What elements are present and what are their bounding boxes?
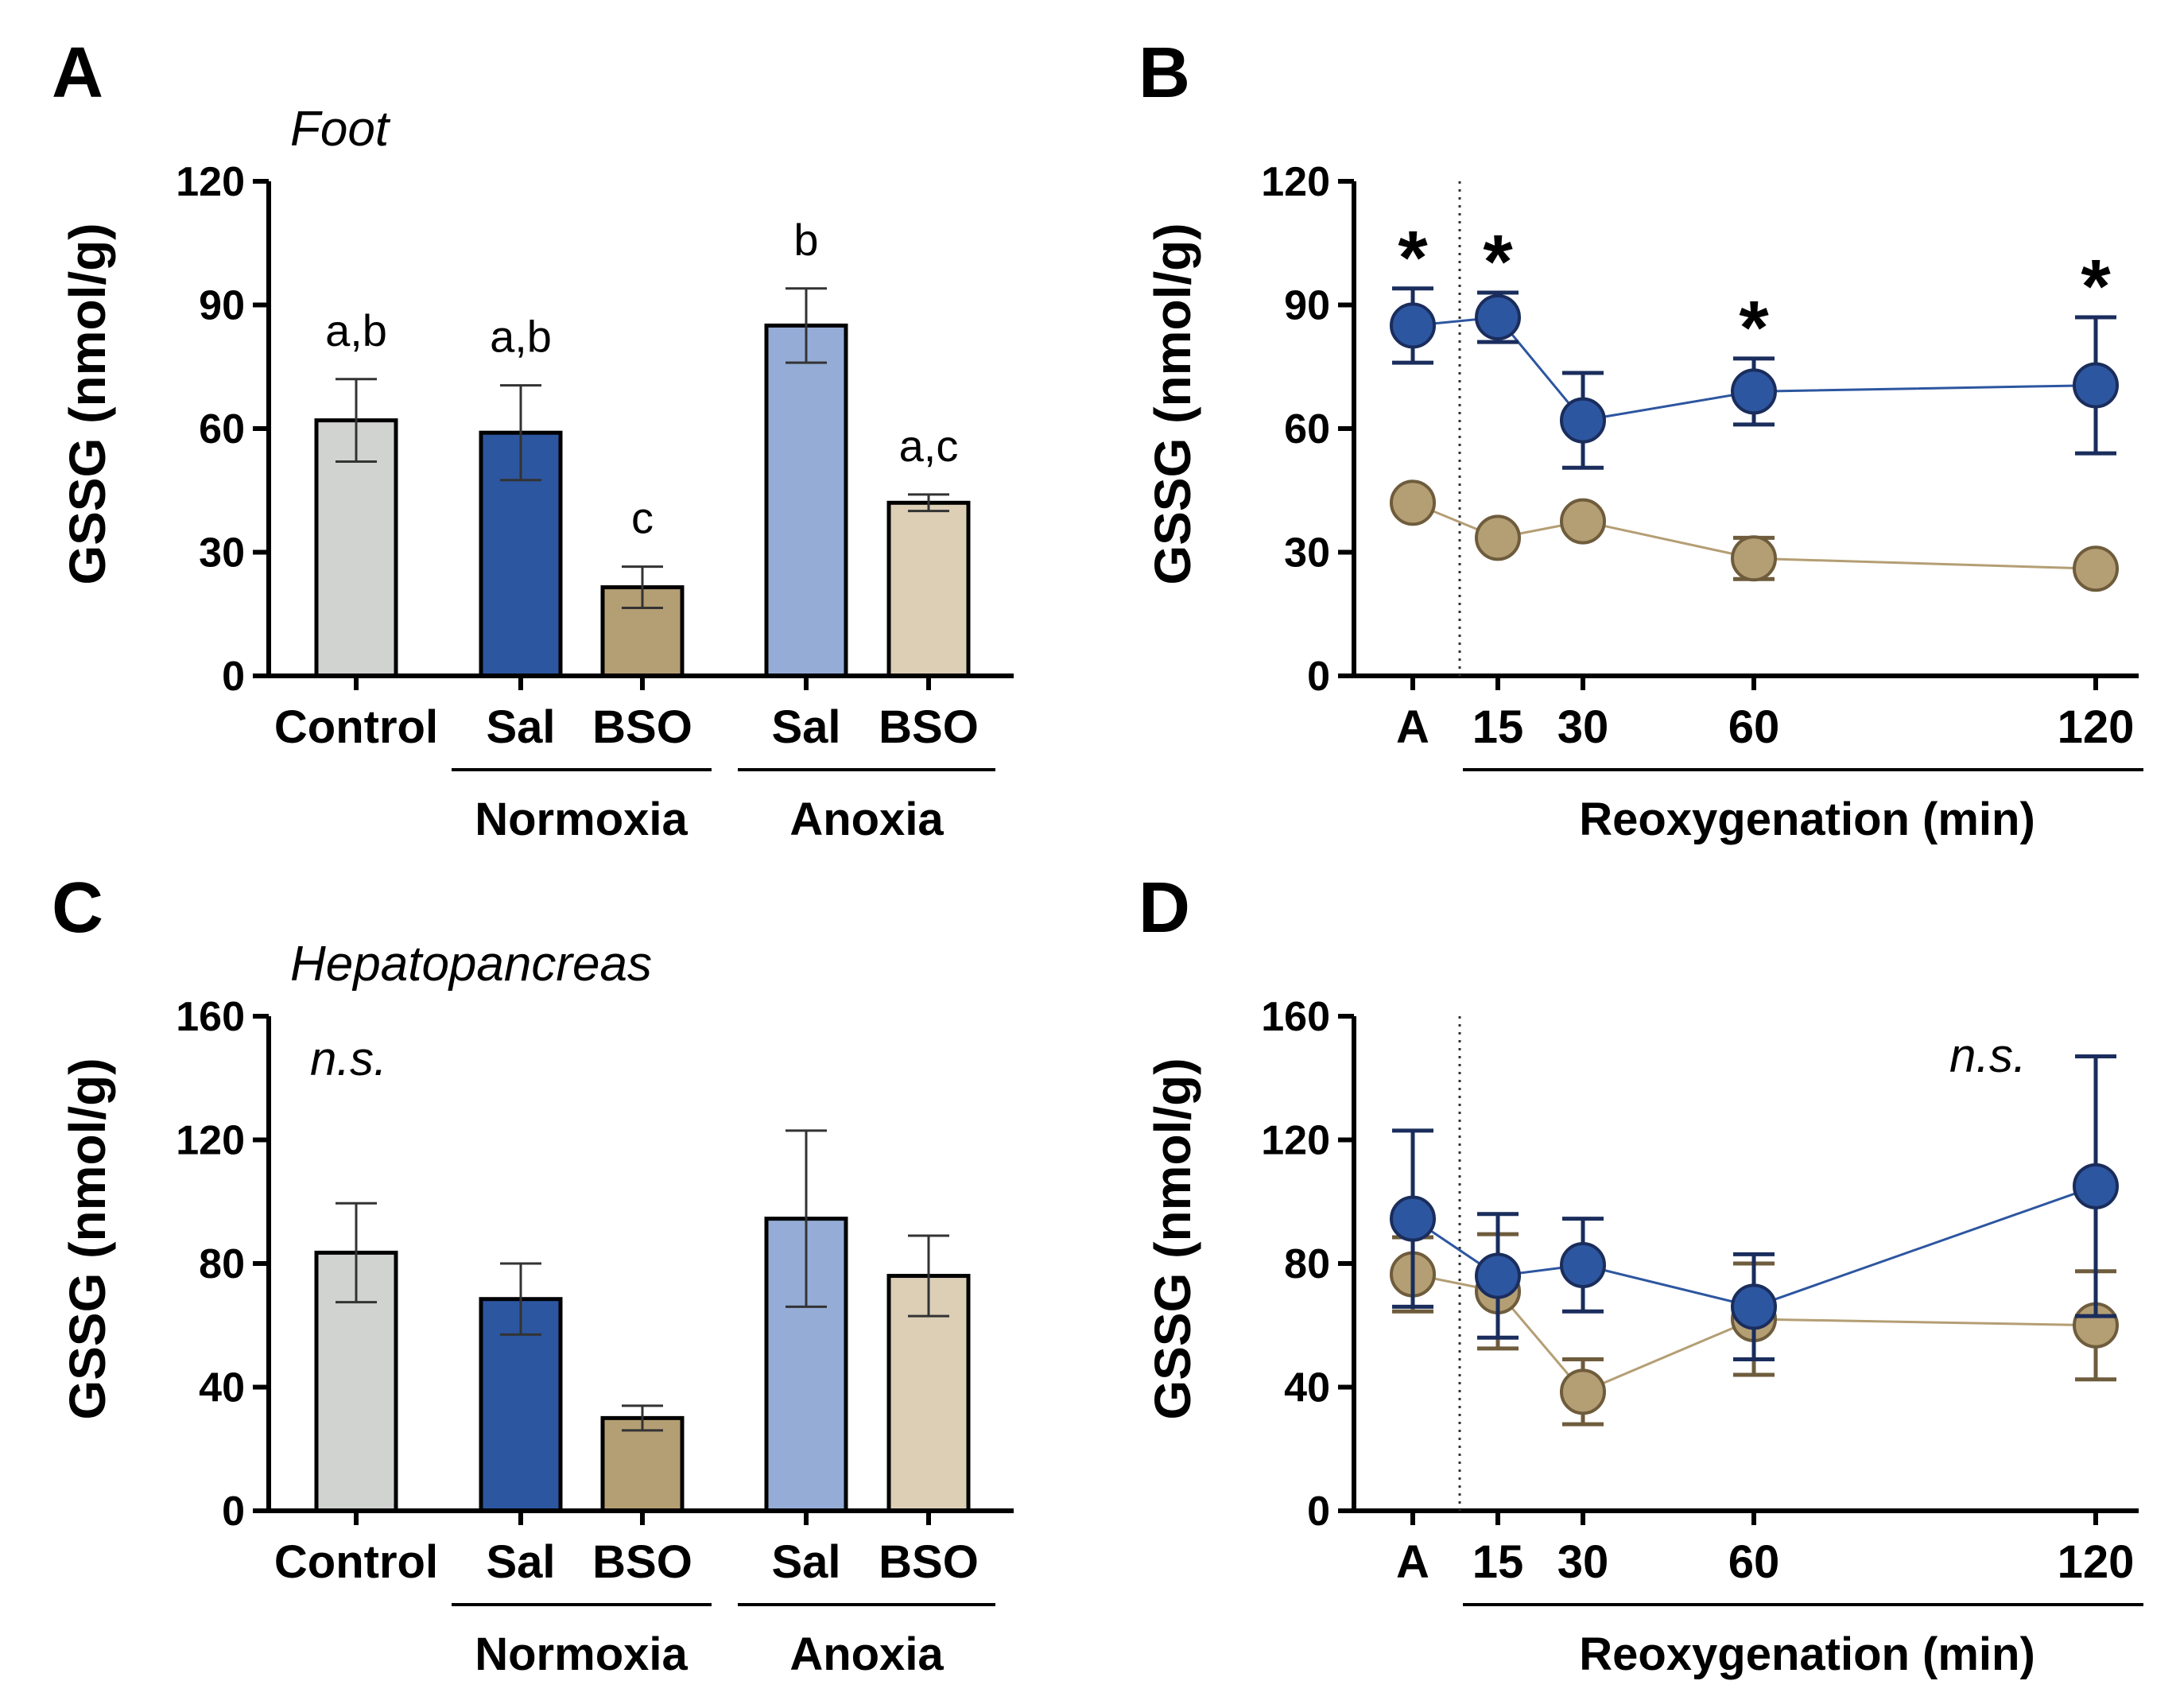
panel-b-y-axis-label: GSSG (nmol/g) <box>1144 223 1201 584</box>
panel-b-significance-star: * <box>1739 285 1769 371</box>
panel-b-y-tick-label: 60 <box>1284 406 1330 452</box>
panel-b-x-tick-label: 15 <box>1472 701 1524 753</box>
panel-a-significance-letter: a,b <box>490 312 552 362</box>
panel-c-y-tick-label: 40 <box>199 1365 245 1411</box>
panel-c-ns-note: n.s. <box>310 1032 387 1085</box>
panel-d-series-bso-point <box>1560 1368 1606 1415</box>
panel-b-x-tick-label: 60 <box>1728 701 1780 753</box>
panel-b-significance-star: * <box>2081 244 2111 329</box>
panel-d-x-tick-label: 30 <box>1557 1536 1609 1588</box>
panel-d-series-sal-point <box>1475 1252 1521 1299</box>
panel-d: D GSSG (nmol/g) Reoxygenation (min) n.s.… <box>1138 868 2143 1680</box>
panel-a-significance-letter: a,b <box>325 305 387 355</box>
panel-b-x-tick-label: 120 <box>2058 701 2135 753</box>
panel-d-x-tick-label: A <box>1396 1536 1429 1588</box>
panel-d-x-tick-label: 60 <box>1728 1536 1780 1588</box>
panel-c-y-tick-label: 80 <box>199 1241 245 1287</box>
panel-b-series-bso-point <box>2073 545 2119 592</box>
panel-c-plot: 0 40 80 120 160 Control Sal BSO Sal BSO Normoxia An… <box>176 994 1014 1680</box>
panel-a-group-label: Anoxia <box>789 794 944 845</box>
panel-b-y-tick-label: 30 <box>1284 530 1330 576</box>
panel-d-plot: 0 40 80 120 160 A 15 30 60 120 <box>1261 994 2143 1606</box>
panel-d-y-tick-label: 160 <box>1261 994 1330 1040</box>
panel-a-x-tick-label: Sal <box>486 701 555 753</box>
panel-c: C Hepatopancreas GSSG (nmol/g) n.s. 0 40 8… <box>52 868 1014 1680</box>
panel-d-x-axis-label: Reoxygenation (min) <box>1579 1628 2035 1680</box>
panel-a-x-tick-label: Control <box>274 701 438 753</box>
panel-b-series-sal-point <box>2073 362 2119 409</box>
panel-c-x-tick-label: Control <box>274 1536 438 1588</box>
panel-c-x-tick-label: Sal <box>486 1536 555 1588</box>
panel-d-x-tick-label: 15 <box>1472 1536 1524 1588</box>
panel-a-x-tick-label: BSO <box>592 701 692 753</box>
panel-d-series-sal-point <box>1390 1195 1436 1242</box>
panel-a-y-axis-label: GSSG (nmol/g) <box>59 223 116 584</box>
panel-c-x-tick-label: Sal <box>771 1536 840 1588</box>
panel-a-y-tick-label: 0 <box>222 654 245 700</box>
panel-c-group-label: Anoxia <box>789 1628 944 1680</box>
panel-a-significance-letter: b <box>793 215 818 265</box>
panel-b-series-sal-point <box>1475 294 1521 341</box>
panel-b-series-sal-point <box>1731 368 1777 415</box>
panel-b-significance-star: * <box>1483 219 1513 305</box>
panel-a-plot: 0 30 60 90 120 Control a,b Sal a,b BSO c Sal b BSO a,c… <box>176 159 1014 845</box>
panel-c-tissue-title: Hepatopancreas <box>290 937 652 992</box>
panel-b-series-bso-point <box>1390 479 1436 526</box>
panel-d-ns-note: n.s. <box>1949 1029 2027 1082</box>
panel-a-bar <box>764 323 848 678</box>
panel-a-bar <box>600 585 685 678</box>
panel-b-x-axis-label: Reoxygenation (min) <box>1579 794 2035 845</box>
panel-d-series-sal-point <box>1560 1241 1606 1288</box>
panel-b-series-sal-point <box>1560 397 1606 444</box>
panel-c-y-tick-label: 160 <box>176 994 245 1040</box>
panel-letter-a: A <box>52 33 103 113</box>
panel-b-y-tick-label: 120 <box>1261 159 1330 205</box>
panel-a-group-label: Normoxia <box>475 794 688 845</box>
panel-letter-c: C <box>52 868 103 948</box>
panel-d-y-tick-label: 120 <box>1261 1118 1330 1164</box>
panel-a-bar <box>886 500 971 678</box>
panel-a: A Foot GSSG (nmol/g) 0 30 60 90 120 Control a,… <box>52 33 1014 845</box>
panel-c-x-tick-label: BSO <box>879 1536 979 1588</box>
panel-c-group-label: Normoxia <box>475 1628 688 1680</box>
panel-c-y-tick-label: 120 <box>176 1118 245 1164</box>
panel-b-plot: 0 30 60 90 120 A 15 30 60 120 * * * * <box>1261 159 2143 771</box>
panel-c-y-tick-label: 0 <box>222 1489 245 1535</box>
panel-b-series-bso-point <box>1731 535 1777 582</box>
panel-a-significance-letter: c <box>631 493 654 543</box>
panel-c-x-tick-label: BSO <box>592 1536 692 1588</box>
panel-a-x-tick-label: BSO <box>879 701 979 753</box>
panel-a-x-tick-label: Sal <box>771 701 840 753</box>
panel-d-series-sal-point <box>1731 1283 1777 1330</box>
panel-d-x-tick-label: 120 <box>2058 1536 2135 1588</box>
panel-b-series-bso-point <box>1560 498 1606 545</box>
panel-a-y-tick-label: 120 <box>176 159 245 205</box>
panel-c-y-axis-label: GSSG (nmol/g) <box>59 1058 116 1419</box>
panel-d-y-tick-label: 0 <box>1307 1489 1330 1535</box>
panel-b-y-tick-label: 0 <box>1307 654 1330 700</box>
panel-a-y-tick-label: 60 <box>199 406 245 452</box>
panel-d-y-tick-label: 80 <box>1284 1241 1330 1287</box>
panel-b-series-sal-point <box>1390 302 1436 349</box>
panel-d-series-sal-point <box>2073 1163 2119 1209</box>
panel-b-x-tick-label: 30 <box>1557 701 1609 753</box>
panel-c-bar <box>600 1415 685 1513</box>
panel-b-y-tick-label: 90 <box>1284 283 1330 329</box>
panel-a-significance-letter: a,c <box>899 421 959 471</box>
panel-letter-b: B <box>1138 33 1190 113</box>
panel-b-x-tick-label: A <box>1396 701 1429 753</box>
panel-a-tissue-title: Foot <box>290 102 391 157</box>
panel-a-y-tick-label: 30 <box>199 530 245 576</box>
panel-d-y-axis-label: GSSG (nmol/g) <box>1144 1058 1201 1419</box>
panel-b: B GSSG (nmol/g) Reoxygenation (min) 0 30 6… <box>1138 33 2143 845</box>
panel-b-series-bso-point <box>1475 514 1521 561</box>
panel-b-significance-star: * <box>1398 215 1428 301</box>
panel-d-y-tick-label: 40 <box>1284 1365 1330 1411</box>
panel-letter-d: D <box>1138 868 1190 948</box>
panel-a-y-tick-label: 90 <box>199 283 245 329</box>
